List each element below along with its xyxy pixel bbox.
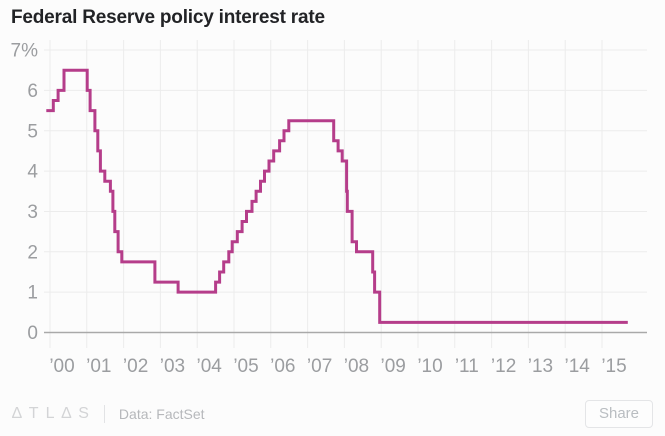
policy-rate-step-line (46, 68, 628, 324)
share-button[interactable]: Share (584, 399, 653, 429)
x-tick-label-2005: ’05 (233, 356, 258, 377)
data-source-label: Data: FactSet (118, 406, 205, 422)
x-tick-label-2011: ’11 (455, 356, 479, 377)
y-tick-label-0: 0 (27, 323, 38, 344)
footer-attribution: ∆TL∆S Data: FactSet (12, 405, 205, 423)
y-tick-label-7: 7% (11, 41, 39, 62)
x-tick-label-2008: ’08 (344, 356, 369, 377)
x-tick-label-2001: ’01 (86, 356, 111, 377)
y-tick-label-5: 5 (27, 121, 38, 142)
x-tick-label-2009: ’09 (381, 356, 406, 377)
x-tick-label-2015: ’15 (601, 356, 626, 377)
x-tick-label-2007: ’07 (307, 356, 332, 377)
footer-divider (103, 405, 105, 423)
chart-canvas: 0 1 2 3 4 5 6 7% ’00 ’01 ’02 ’03 ’04 ’05 ’06 ’07 ’08 ’09 ’… (11, 40, 647, 377)
x-tick-label-2006: ’06 (270, 356, 295, 377)
atlas-logo: ∆TL∆S (12, 405, 96, 422)
x-tick-label-2012: ’12 (491, 356, 516, 377)
y-tick-label-1: 1 (27, 283, 38, 304)
x-tick-label-2004: ’04 (197, 356, 223, 377)
y-tick-label-2: 2 (27, 242, 38, 263)
chart-title: Federal Reserve policy interest rate (11, 7, 325, 28)
x-tick-label-2003: ’03 (160, 356, 185, 377)
x-tick-label-2013: ’13 (528, 356, 553, 377)
x-tick-label-2000: ’00 (49, 356, 74, 377)
footer: ∆TL∆S Data: FactSet Share (0, 392, 665, 436)
x-tick-label-2010: ’10 (417, 356, 442, 377)
y-tick-label-4: 4 (27, 162, 38, 183)
y-tick-label-3: 3 (27, 202, 38, 223)
x-tick-label-2002: ’02 (123, 356, 148, 377)
x-tick-label-2014: ’14 (565, 356, 591, 377)
y-tick-label-6: 6 (27, 81, 38, 102)
